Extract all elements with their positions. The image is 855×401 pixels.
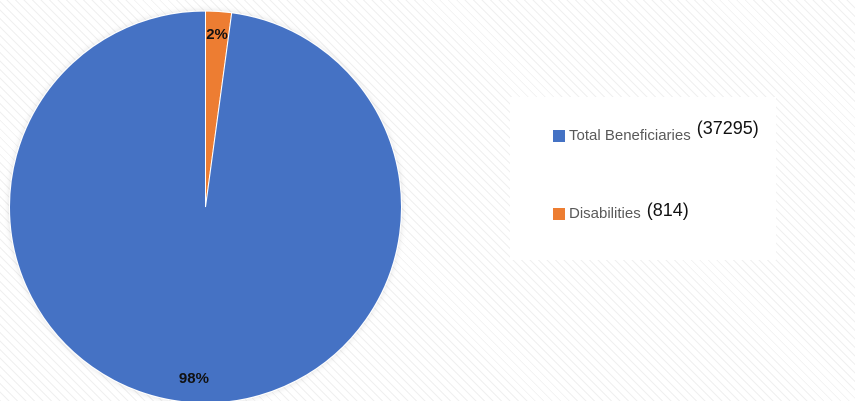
legend-item-total-beneficiaries: Total Beneficiaries (37295) [553, 118, 759, 146]
legend-label-disabilities: Disabilities [569, 205, 641, 222]
slice-label-disabilities: 2% [206, 26, 228, 43]
legend-swatch-disabilities [553, 207, 565, 220]
legend-item-disabilities: Disabilities (814) [553, 200, 689, 224]
legend-count-total-beneficiaries: (37295) [696, 118, 759, 138]
legend-count-disabilities: (814) [646, 200, 689, 220]
legend-swatch-total-beneficiaries [553, 129, 565, 142]
legend-label-total-beneficiaries: Total Beneficiaries [569, 127, 691, 144]
pie-slice-total-beneficiaries [9, 10, 402, 401]
legend: Total Beneficiaries (37295) Disabilities… [510, 97, 776, 260]
slice-label-total-beneficiaries: 98% [179, 370, 209, 387]
